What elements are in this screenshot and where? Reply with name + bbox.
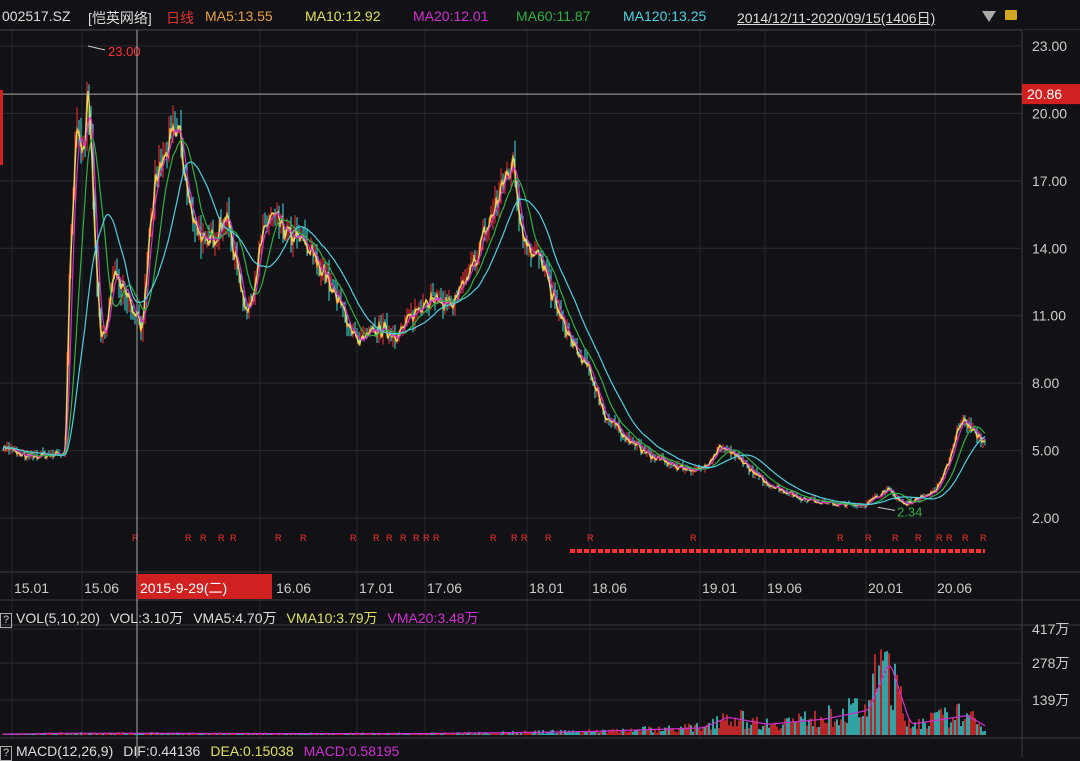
signal-marker: R [350, 533, 357, 543]
macd-header: ? MACD(12,26,9) DIF:0.44136 DEA:0.15038 MACD… [0, 743, 409, 761]
high-marker-arrow [87, 45, 106, 51]
signal-marker: R [946, 533, 953, 543]
signal-marker: R [218, 533, 225, 543]
signal-marker: R [373, 533, 380, 543]
price-tick-label: 11.00 [1032, 308, 1066, 324]
time-tick-label: 19.01 [702, 580, 737, 596]
dropdown-triangle-icon[interactable] [982, 11, 996, 22]
crosshair-date-label: 2015-9-29(二) [140, 580, 227, 596]
signal-marker: R [423, 533, 430, 543]
volume-header: ? VOL(5,10,20) VOL:3.10万 VMA5:4.70万 VMA10:3.… [0, 608, 489, 628]
time-tick-label: 18.01 [529, 580, 564, 596]
signal-marker: R [690, 533, 697, 543]
vma20-value: VMA20:3.48万 [387, 610, 479, 626]
signal-marker: R [521, 533, 528, 543]
ma60-line [2, 138, 986, 506]
vol-value: VOL:3.10万 [110, 610, 184, 626]
volume-tick-label: 139万 [1032, 692, 1069, 708]
low-price-label: 2.34 [897, 504, 922, 519]
crosshair-price-label: 20.86 [1027, 86, 1062, 102]
signal-marker: R [865, 533, 872, 543]
time-tick-label: 19.06 [767, 580, 802, 596]
signal-marker: R [962, 533, 969, 543]
crosshair-edge-marker [0, 90, 3, 165]
time-tick-label: 20.01 [868, 580, 903, 596]
signal-marker: R [400, 533, 407, 543]
vma5-value: VMA5:4.70万 [193, 610, 277, 626]
chart-header: 002517.SZ [恺英网络] 日线 MA5:13.55 MA10:12.92… [0, 0, 1080, 30]
signal-marker: R [490, 533, 497, 543]
signal-marker: R [230, 533, 237, 543]
stock-code: 002517.SZ [2, 8, 71, 24]
time-tick-label: 16.06 [276, 580, 311, 596]
signal-marker: R [386, 533, 393, 543]
signal-marker: R [936, 533, 943, 543]
price-tick-label: 20.00 [1032, 105, 1067, 121]
signal-marker: R [413, 533, 420, 543]
period-selector[interactable]: 日线 [166, 10, 194, 26]
stock-name: [恺英网络] [88, 10, 152, 26]
time-tick-label: 20.06 [937, 580, 972, 596]
dea-value: DEA:0.15038 [210, 743, 294, 759]
volume-tick-label: 417万 [1032, 621, 1069, 637]
crosshair-price-box [1022, 84, 1080, 105]
signal-marker: R [587, 533, 594, 543]
dif-value: DIF:0.44136 [123, 743, 201, 759]
signal-marker: R [200, 533, 207, 543]
ma20-label: MA20:12.01 [413, 8, 489, 24]
signal-marker: R [511, 533, 518, 543]
signal-marker: R [837, 533, 844, 543]
volume-tick-label: 278万 [1032, 655, 1069, 671]
signal-marker: R [433, 533, 440, 543]
signal-marker: R [132, 533, 139, 543]
ma10-label: MA10:12.92 [305, 8, 381, 24]
signal-marker: R [915, 533, 922, 543]
price-tick-label: 5.00 [1032, 443, 1059, 459]
ma120-line [2, 161, 986, 506]
price-tick-label: 14.00 [1032, 240, 1067, 256]
signal-marker: R [892, 533, 899, 543]
ma10-line [2, 92, 986, 507]
ma60-label: MA60:11.87 [516, 8, 591, 24]
time-tick-label: 17.01 [359, 580, 394, 596]
volume-help-button[interactable]: ? [0, 613, 12, 628]
macd-help-button[interactable]: ? [0, 746, 12, 761]
lock-icon[interactable] [1005, 10, 1017, 20]
time-tick-label: 15.06 [84, 580, 119, 596]
volume-title: VOL(5,10,20) [16, 610, 101, 626]
price-tick-label: 2.00 [1032, 510, 1059, 526]
ma120-label: MA120:13.25 [623, 8, 707, 24]
macd-title: MACD(12,26,9) [16, 743, 114, 759]
vma20-line [3, 665, 986, 735]
signal-marker: R [545, 533, 552, 543]
ma5-label: MA5:13.55 [205, 8, 273, 24]
crosshair-date-box [137, 574, 272, 599]
ma20-line [2, 116, 986, 507]
signal-marker: R [300, 533, 307, 543]
time-tick-label: 17.06 [427, 580, 462, 596]
price-tick-label: 17.00 [1032, 173, 1067, 189]
time-tick-label: 15.01 [14, 580, 49, 596]
vma10-value: VMA10:3.79万 [286, 610, 378, 626]
signal-marker: R [275, 533, 282, 543]
high-price-label: 23.00 [108, 44, 141, 59]
signal-marker: R [185, 533, 192, 543]
signal-marker: R [980, 533, 987, 543]
low-marker-arrow [877, 506, 896, 511]
price-tick-label: 8.00 [1032, 375, 1059, 391]
price-tick-label: 23.00 [1032, 38, 1067, 54]
macd-value: MACD:0.58195 [303, 743, 400, 759]
time-tick-label: 18.06 [592, 580, 627, 596]
date-range-link[interactable]: 2014/12/11-2020/09/15(1406日) [737, 10, 936, 26]
